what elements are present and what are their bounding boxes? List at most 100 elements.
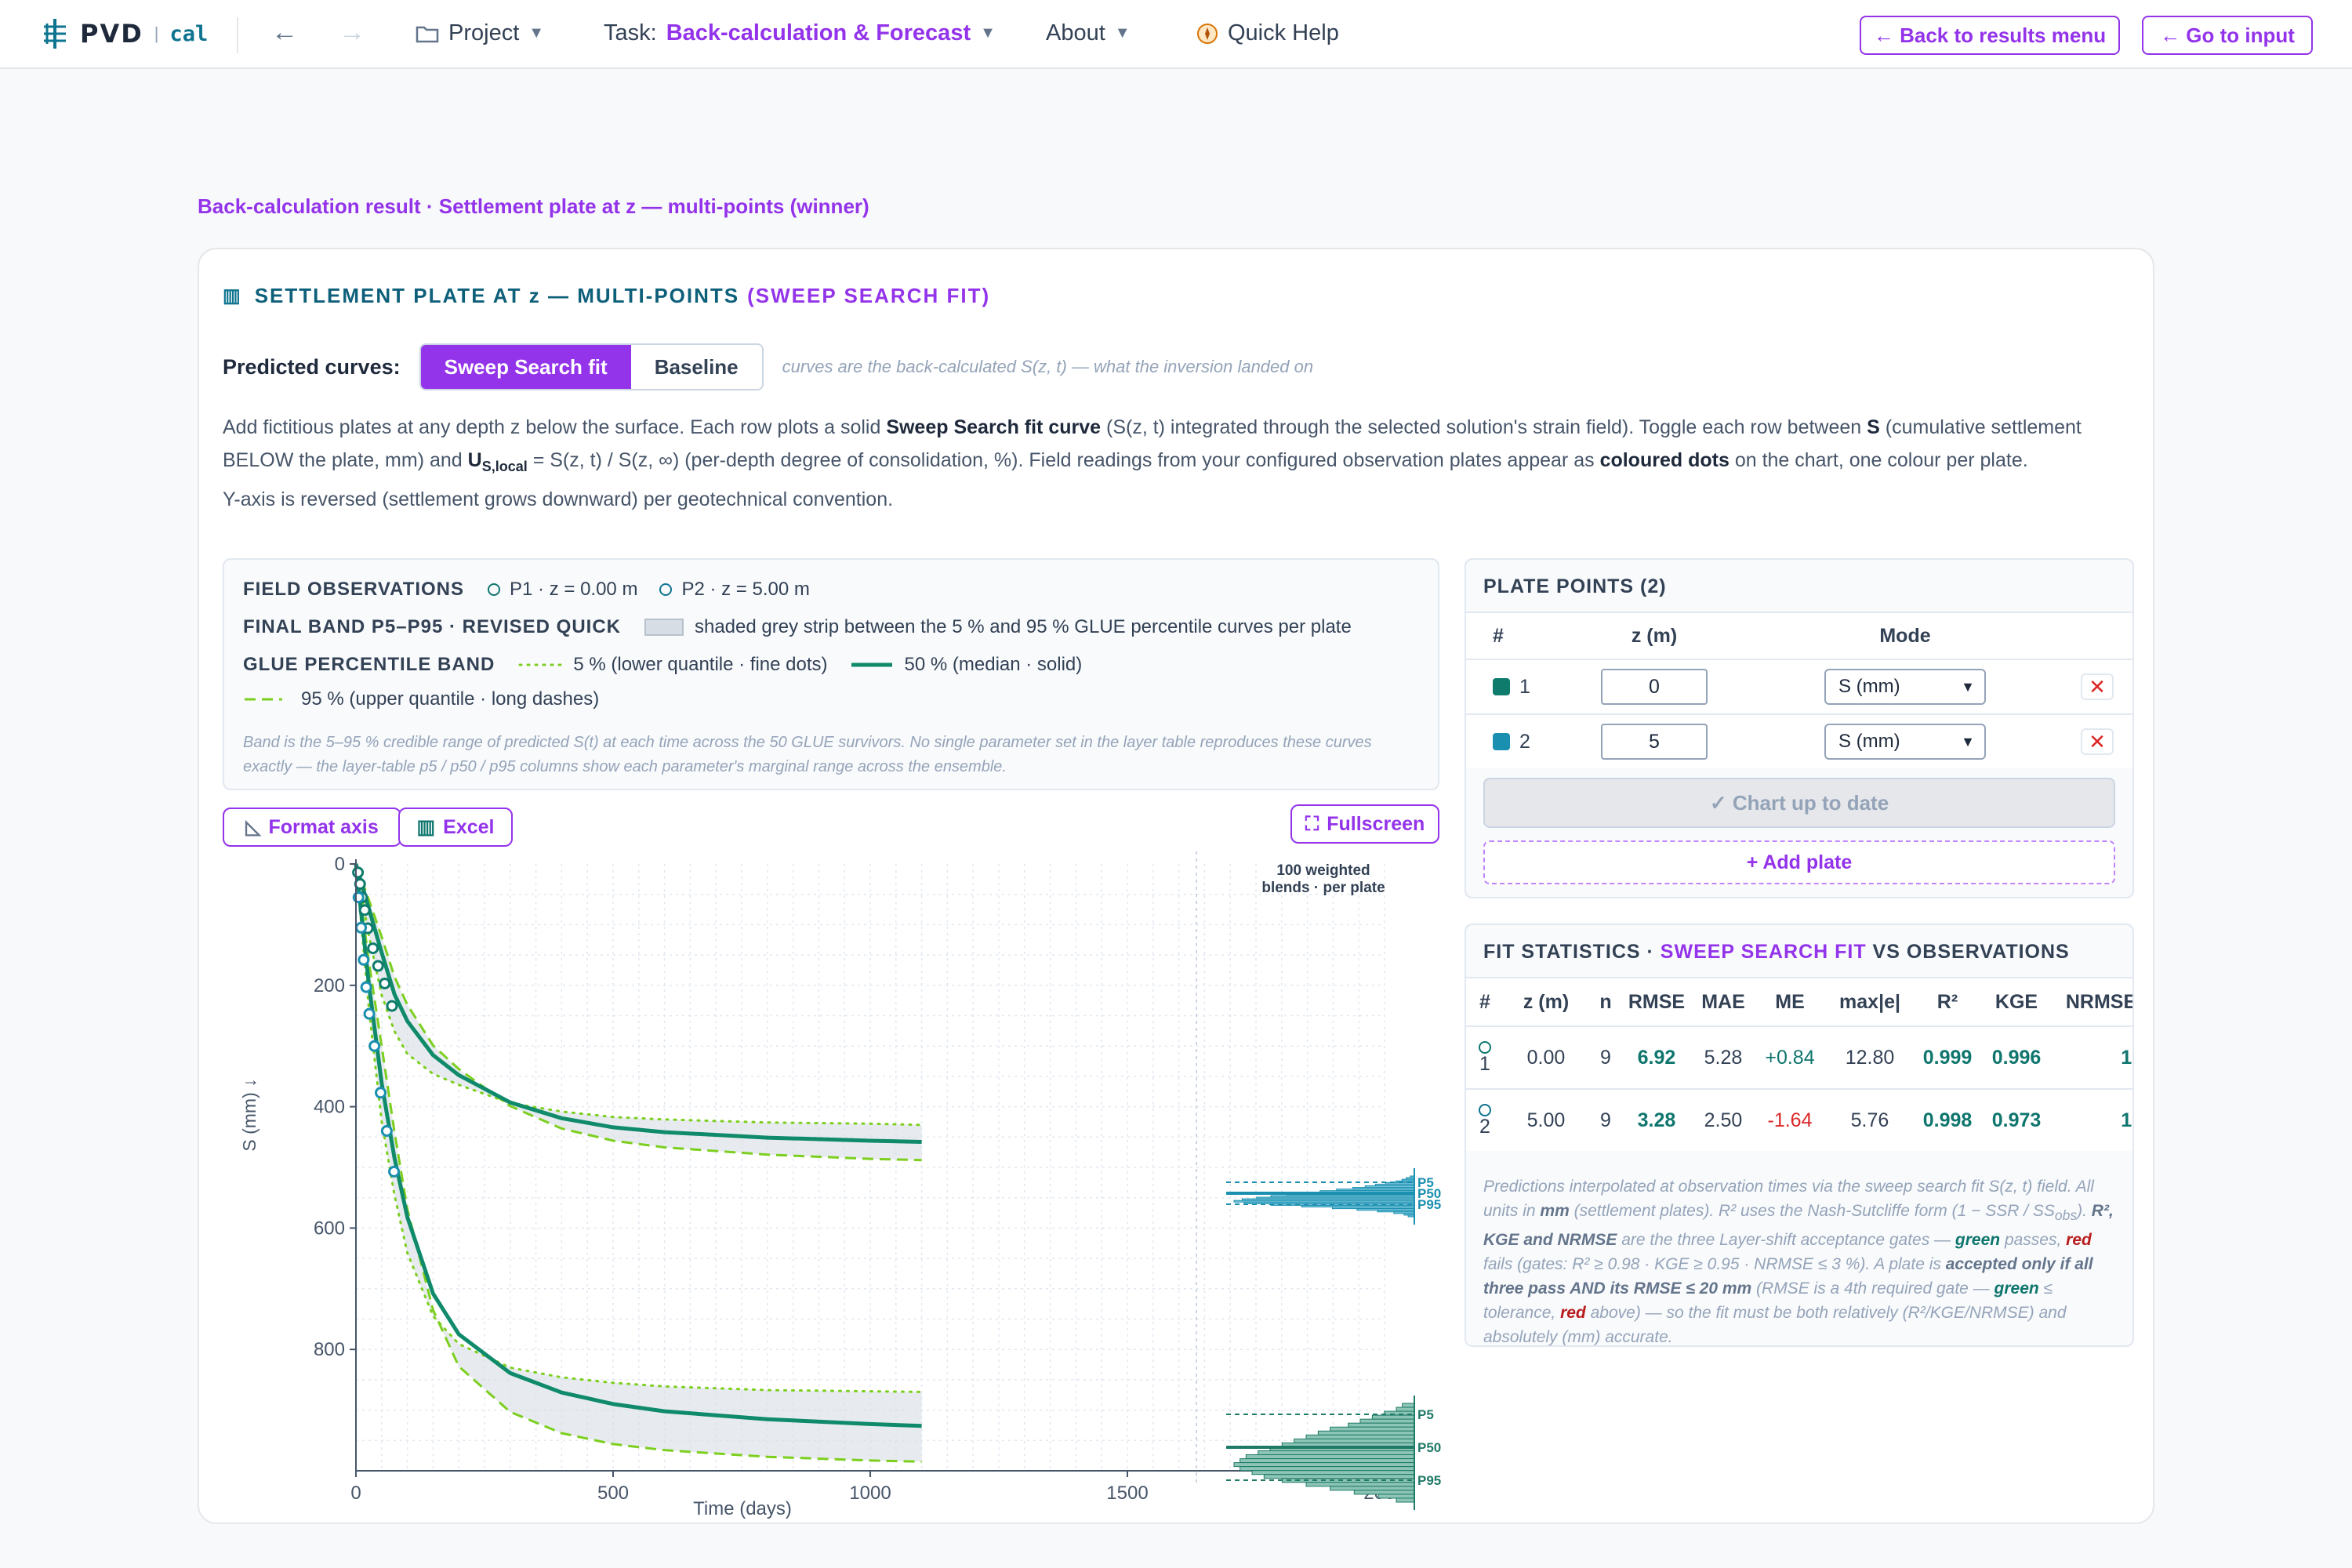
desc-subscript: S,local: [481, 459, 528, 474]
quick-help-menu[interactable]: Quick Help: [1196, 20, 1339, 46]
table-grid-icon: ▥: [223, 285, 241, 307]
histogram-bar: [1240, 1458, 1415, 1464]
p5-curve-plate-1: [354, 862, 924, 1127]
cell-r2: 0.998: [1922, 1109, 1973, 1131]
note-bold: mm: [1540, 1202, 1570, 1220]
bar-chart-icon: ▥: [416, 816, 436, 838]
x-tick-label: 1000: [849, 1483, 891, 1504]
histogram-bar: [1402, 1403, 1415, 1408]
y-tick-label: 200: [314, 975, 345, 996]
histogram-title-line2: blends · per plate: [1261, 880, 1385, 896]
back-to-results-button[interactable]: ← Back to results menu: [1860, 16, 2120, 55]
histogram-title-line1: 100 weighted: [1276, 862, 1370, 879]
x-axis-label: Time (days): [693, 1498, 792, 1519]
sweep-search-fit-option[interactable]: Sweep Search fit: [420, 345, 631, 389]
p5-line-swatch: [518, 663, 562, 666]
legend-key: FIELD OBSERVATIONS: [243, 579, 465, 600]
depth-input[interactable]: [1601, 724, 1708, 760]
fit-statistics-note: Predictions interpolated at observation …: [1483, 1174, 2120, 1345]
format-axis-button[interactable]: ◺ Format axis: [223, 808, 401, 847]
observation-point-plate-2: [358, 953, 370, 966]
go-to-input-button[interactable]: ← Go to input: [2142, 16, 2313, 55]
legend-p5: 5 % (lower quantile · fine dots): [573, 654, 828, 675]
back-arrow-icon[interactable]: ←: [271, 17, 298, 47]
percentile-label: P5: [1417, 1175, 1434, 1190]
col-mae: MAE: [1701, 990, 1745, 1013]
baseline-option[interactable]: Baseline: [630, 345, 762, 389]
settlement-chart[interactable]: 05001000150020000200400600800 Time (days…: [223, 848, 1446, 1523]
predicted-curves-label: Predicted curves:: [223, 354, 401, 379]
p95-line-swatch: [245, 698, 282, 701]
observation-point-plate-2: [380, 1125, 393, 1138]
row-id: 1: [1466, 1041, 1504, 1074]
chevron-down-icon: ▼: [1114, 24, 1131, 42]
histogram-bar: [1396, 1406, 1415, 1412]
row-num: 2: [1479, 1116, 1490, 1138]
cell-n: 9: [1600, 1109, 1611, 1131]
fit-statistics-table: # z (m) n RMSE MAE ME max|e| R² KGE NRMS…: [1466, 977, 2132, 1151]
excel-button[interactable]: ▥ Excel: [398, 808, 513, 847]
desc-highlight: Sweep Search fit curve: [886, 416, 1102, 438]
legend-field-observations: FIELD OBSERVATIONS P1 · z = 0.00 m P2 · …: [243, 579, 810, 601]
col-mode: Mode: [1879, 624, 1931, 647]
fit-statistics-panel: FIT STATISTICS · SWEEP SEARCH FIT VS OBS…: [1465, 924, 2134, 1347]
task-label: Task:: [604, 20, 657, 45]
note-text: (RMSE is a 4th required gate —: [1756, 1279, 1990, 1298]
table-row: 2 5.00 9 3.28 2.50 -1.64 5.76 0.998 0.97…: [1466, 1088, 2132, 1151]
histogram-bar: [1305, 1434, 1415, 1439]
card-title-accent: (SWEEP SEARCH FIT): [747, 284, 991, 307]
percentile-label: P95: [1417, 1473, 1441, 1488]
app-logo[interactable]: PVD | cal: [41, 17, 208, 50]
chevron-down-icon: ▼: [1961, 733, 1975, 750]
depth-input[interactable]: [1601, 669, 1708, 705]
about-menu[interactable]: About ▼: [1046, 20, 1131, 46]
p5-p95-band-plate-2: [356, 864, 922, 1462]
project-menu[interactable]: Project ▼: [416, 20, 544, 46]
histogram-bar: [1396, 1497, 1415, 1503]
fullscreen-icon: ⛶: [1305, 812, 1319, 835]
predicted-curves-segmented-control: Sweep Search fit Baseline: [419, 343, 764, 390]
about-label: About: [1046, 20, 1105, 45]
chart-grid: [356, 864, 1385, 1472]
plate-points-table: # z (m) Mode 1 S (mm) ▼ ✕ 2 S (mm) ▼ ✕: [1466, 612, 2132, 768]
legend-final-band: FINAL BAND P5–P95 · REVISED QUICK shaded…: [243, 616, 1352, 638]
mode-select-value: S (mm): [1838, 731, 1900, 752]
fullscreen-button[interactable]: ⛶ Fullscreen: [1290, 804, 1439, 844]
mode-select-value: S (mm): [1838, 676, 1900, 697]
chevron-down-icon: ▼: [980, 24, 996, 42]
desc-text: = S(z, t) / S(z, ∞) (per-depth degree of…: [532, 449, 1595, 471]
legend-key: GLUE PERCENTILE BAND: [243, 654, 495, 675]
divider: [237, 17, 238, 53]
legend-p95: 95 % (upper quantile · long dashes): [243, 688, 599, 710]
task-menu[interactable]: Task: Back-calculation & Forecast ▼: [604, 20, 996, 46]
histogram-bar: [1330, 1426, 1415, 1432]
p50-line-swatch: [851, 662, 892, 667]
histogram-bar: [1251, 1470, 1415, 1475]
histogram-bar: [1294, 1438, 1415, 1443]
delete-plate-button[interactable]: ✕: [2081, 728, 2114, 755]
chart-up-to-date-button[interactable]: ✓ Chart up to date: [1483, 778, 2115, 828]
observation-point-plate-1: [352, 866, 365, 879]
cell-n: 9: [1600, 1046, 1611, 1069]
note-bold: accepted only if all three pass AND its …: [1483, 1255, 2093, 1298]
fit-title-b: SWEEP SEARCH FIT: [1660, 941, 1867, 963]
delete-plate-button[interactable]: ✕: [2081, 673, 2114, 700]
y-axis-label: S (mm) ↓: [239, 1078, 260, 1151]
histogram-bar: [1263, 1474, 1415, 1479]
mode-select[interactable]: S (mm) ▼: [1824, 669, 1986, 705]
col-nrmse: NRMSE: [2065, 990, 2132, 1013]
col-r2: R²: [1936, 990, 1958, 1013]
y-tick-label: 0: [335, 854, 345, 875]
mode-select[interactable]: S (mm) ▼: [1824, 724, 1986, 760]
forward-arrow-icon[interactable]: →: [339, 17, 365, 47]
cell-me: +0.84: [1765, 1046, 1815, 1069]
cell-me: -1.64: [1767, 1109, 1813, 1131]
observation-point-plate-2: [360, 981, 372, 993]
cell-kge: 0.973: [1991, 1109, 2042, 1131]
legend-p95-label: 95 % (upper quantile · long dashes): [301, 688, 600, 710]
observation-point-plate-1: [358, 904, 371, 916]
add-plate-button[interactable]: + Add plate: [1483, 840, 2115, 884]
cell-nrmse: 1.2: [2121, 1046, 2132, 1069]
predicted-curves-toggle: Predicted curves: Sweep Search fit Basel…: [223, 343, 1313, 390]
